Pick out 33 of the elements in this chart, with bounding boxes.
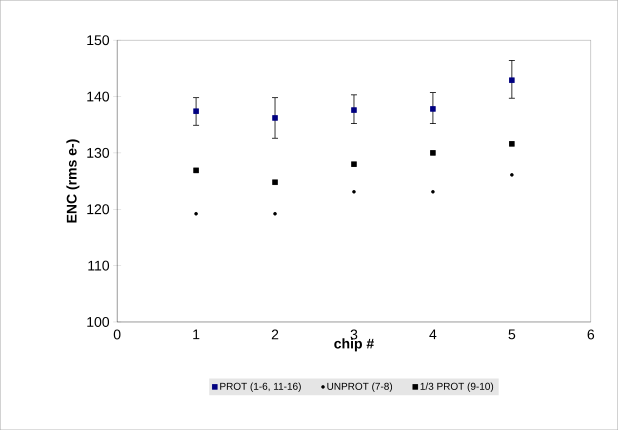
- x-tick-label: 3: [350, 329, 358, 340]
- point: [430, 106, 436, 112]
- x-tick-label: 6: [588, 329, 594, 340]
- x-axis-title: chip #: [334, 338, 374, 352]
- point: [430, 150, 436, 156]
- point: [509, 77, 515, 83]
- point: [510, 173, 514, 177]
- y-tick-label: 140: [87, 92, 110, 102]
- point: [272, 179, 278, 185]
- y-axis-title: ENC (rms e-): [66, 139, 80, 222]
- y-tick-label: 120: [87, 204, 110, 214]
- legend-label: 1/3 PROT (9-10): [420, 382, 494, 392]
- x-tick-label: 0: [114, 329, 120, 340]
- point: [352, 190, 356, 194]
- point: [193, 108, 199, 114]
- y-tick-label: 150: [87, 35, 110, 46]
- y-tick-label: 110: [88, 260, 110, 271]
- x-tick-label: 2: [272, 329, 278, 340]
- y-tick-label: 130: [87, 148, 110, 158]
- point: [509, 141, 515, 147]
- legend-label: PROT (1-6, 11-16): [220, 382, 301, 392]
- point: [431, 190, 435, 194]
- point: [351, 161, 357, 167]
- point: [194, 212, 198, 216]
- x-tick-label: 4: [429, 329, 436, 340]
- point: [351, 107, 357, 113]
- x-tick-label: 5: [508, 329, 516, 340]
- y-tick-label: 100: [87, 316, 110, 327]
- point: [193, 168, 199, 174]
- point: [272, 115, 278, 121]
- x-tick-label: 1: [193, 329, 200, 340]
- point: [273, 212, 277, 216]
- legend-label: UNPROT (7-8): [327, 382, 392, 392]
